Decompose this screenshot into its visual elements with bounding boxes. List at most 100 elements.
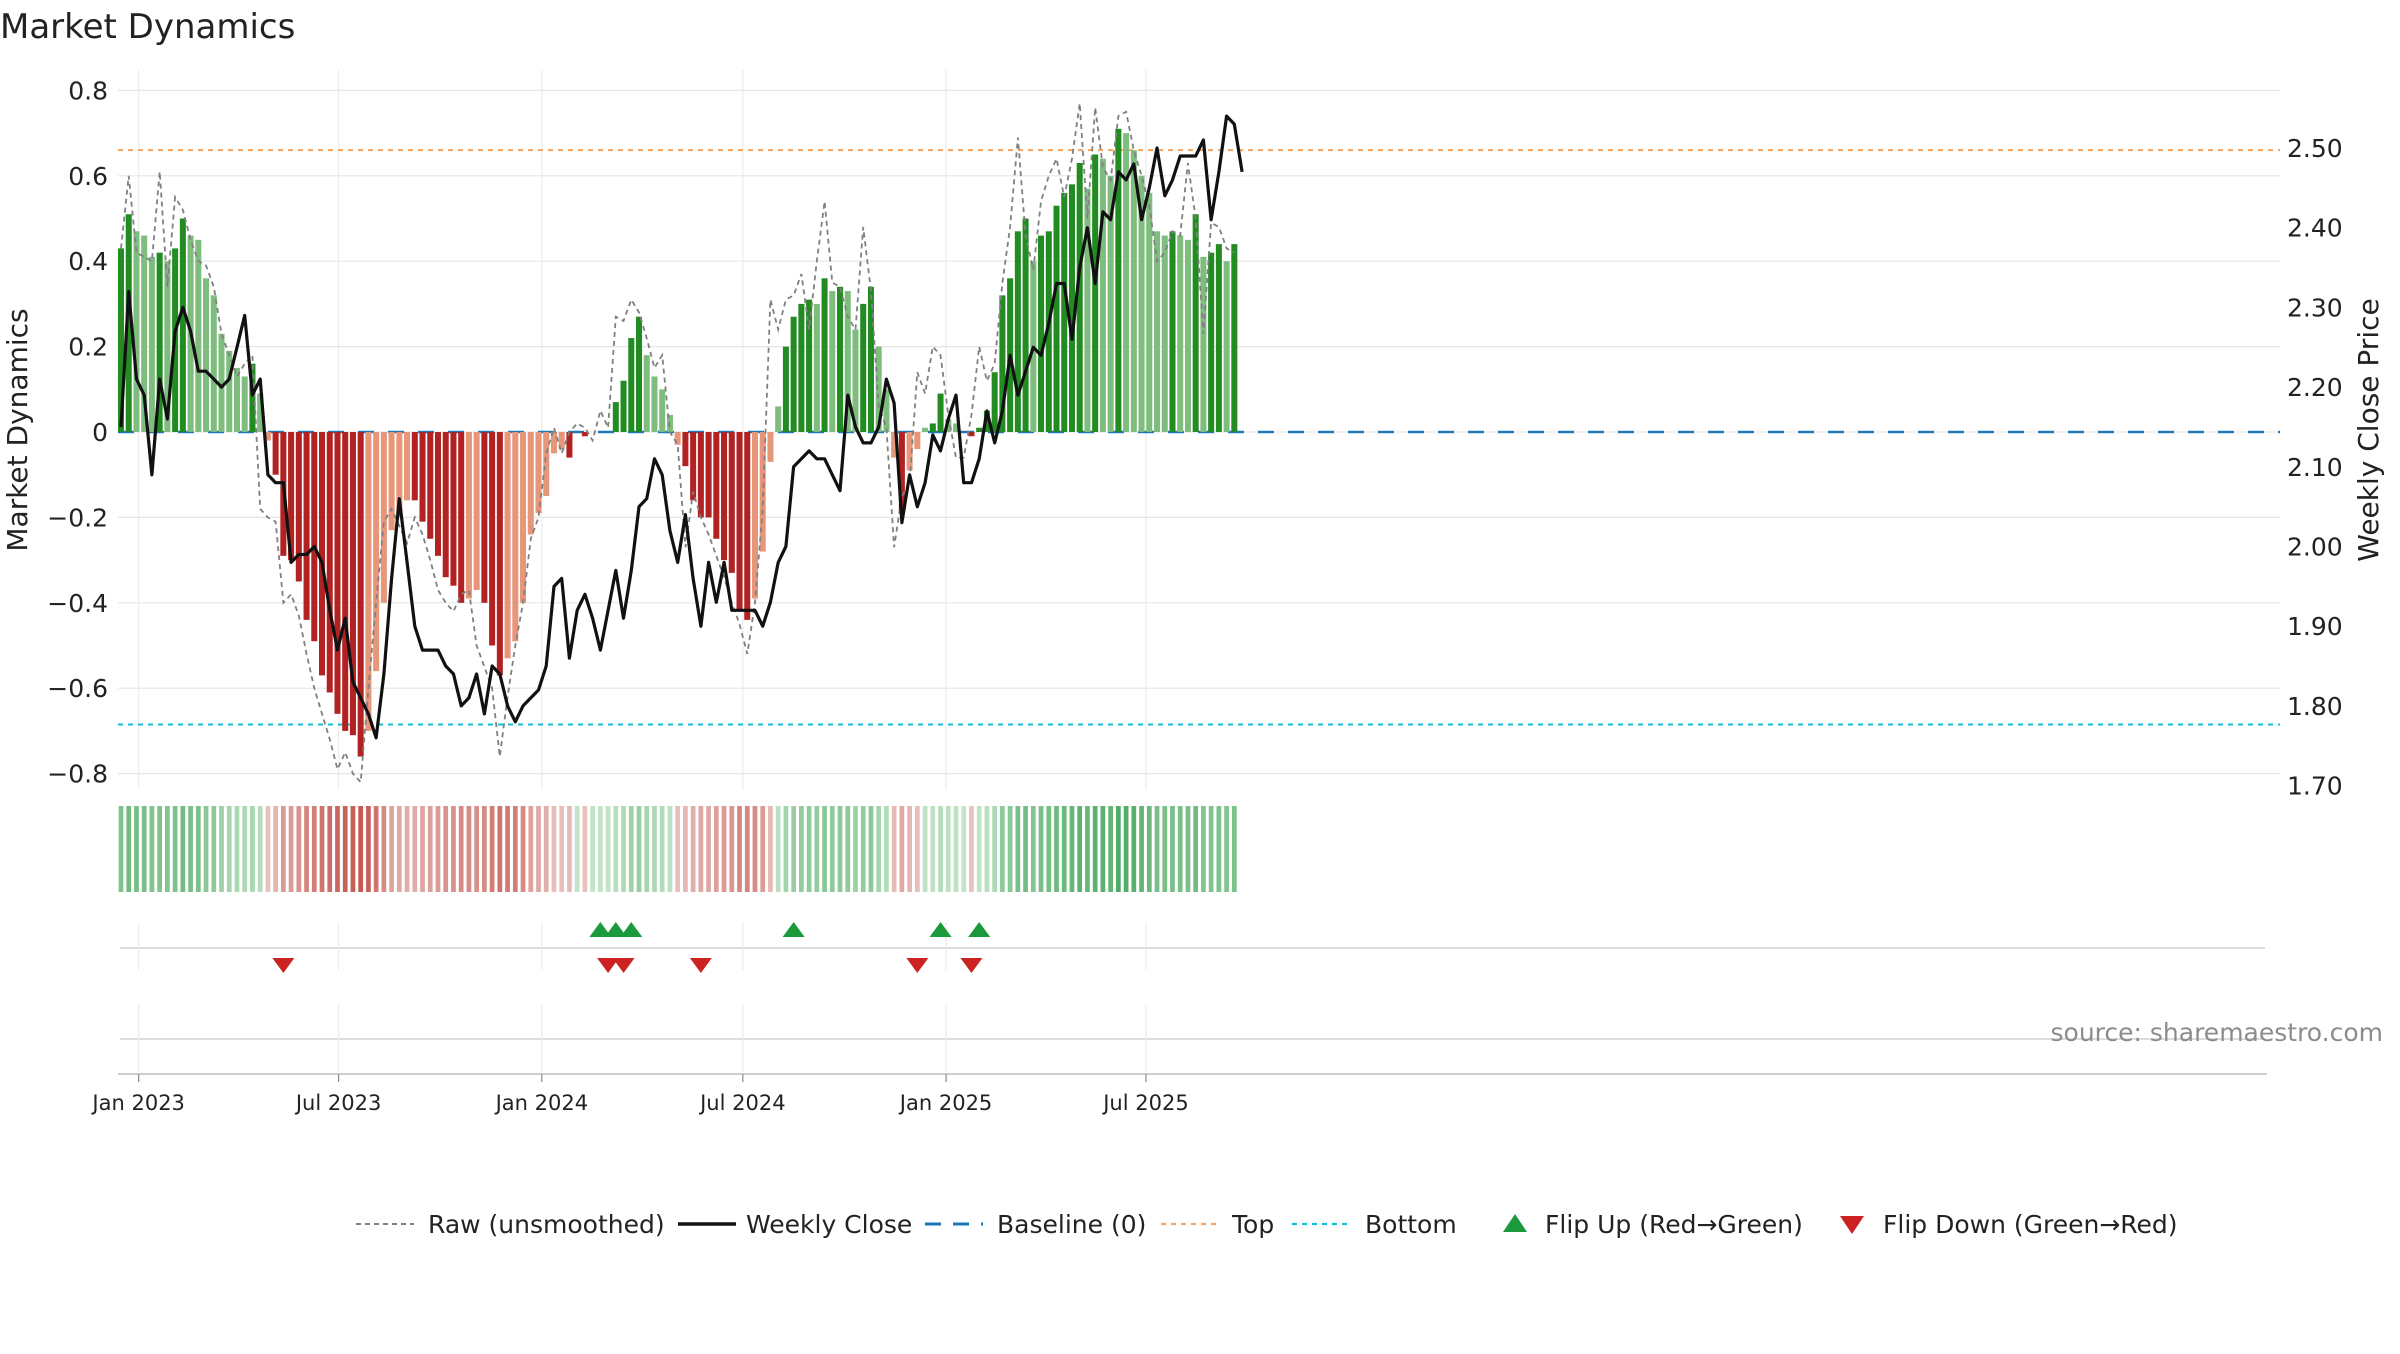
x-tick-label: Jul 2024 <box>698 1091 785 1115</box>
regime-cell <box>396 806 402 892</box>
regime-cell <box>729 806 735 892</box>
bar <box>1076 162 1083 433</box>
left-tick-label: 0.2 <box>68 333 108 362</box>
regime-cell <box>713 806 719 892</box>
regime-cell <box>435 806 441 892</box>
flip-up-marker <box>968 922 991 937</box>
regime-cell <box>234 806 240 892</box>
regime-cell <box>613 806 619 892</box>
bar <box>489 432 496 646</box>
bar <box>442 432 449 578</box>
flip-down-marker <box>597 958 620 973</box>
regime-cell <box>984 806 990 892</box>
regime-cell <box>203 806 209 892</box>
bar <box>1123 133 1130 432</box>
regime-cell <box>458 806 464 892</box>
bar <box>875 346 882 432</box>
bar <box>690 432 697 501</box>
regime-cell <box>1108 806 1113 892</box>
regime-cell <box>559 806 565 892</box>
bar <box>651 376 658 432</box>
bar <box>983 410 990 432</box>
bar <box>396 432 403 518</box>
regime-cell <box>512 806 518 892</box>
regime-cell <box>829 806 835 892</box>
flip-down-marker <box>689 958 712 973</box>
bar <box>125 214 132 432</box>
flip-down-marker <box>272 958 295 973</box>
flip-up-marker <box>929 922 952 937</box>
regime-cell <box>1061 806 1067 892</box>
left-tick-label: −0.4 <box>47 589 108 618</box>
left-tick-label: −0.8 <box>47 760 108 789</box>
bar <box>411 432 418 501</box>
bar <box>512 432 519 642</box>
regime-cell <box>706 806 711 892</box>
bar <box>226 350 233 432</box>
regime-cell <box>280 806 286 892</box>
bar <box>813 303 820 432</box>
bar <box>133 231 140 432</box>
left-tick-label: 0.4 <box>68 247 108 276</box>
regime-cell <box>876 806 882 892</box>
bar <box>1045 231 1052 432</box>
bar <box>481 432 488 603</box>
regime-cell <box>412 806 418 892</box>
regime-cell <box>118 806 124 892</box>
bar <box>1161 235 1168 432</box>
bar <box>697 432 704 518</box>
regime-cell <box>907 806 912 892</box>
flip-up-marker <box>620 922 643 937</box>
left-tick-label: 0 <box>92 418 108 447</box>
chart-title: Market Dynamics <box>0 7 295 47</box>
regime-cell <box>466 806 472 892</box>
bar <box>203 278 210 432</box>
regime-cell <box>1100 806 1106 892</box>
legend-label: Raw (unsmoothed) <box>428 1210 665 1239</box>
bar <box>1208 252 1215 432</box>
regime-cell <box>250 806 255 892</box>
regime-cell <box>698 806 704 892</box>
regime-cell <box>489 806 495 892</box>
bar <box>790 316 797 432</box>
bar <box>365 432 372 731</box>
regime-cell <box>257 806 263 892</box>
regime-cell <box>536 806 541 892</box>
legend-label: Top <box>1231 1210 1274 1239</box>
left-axis-label: Market Dynamics <box>1 308 34 551</box>
bar <box>388 432 395 531</box>
flip-up-marker <box>782 922 805 937</box>
bar <box>721 432 728 561</box>
regime-cell <box>721 806 727 892</box>
bar <box>1115 128 1122 432</box>
bar <box>1177 235 1184 432</box>
bar <box>543 432 550 497</box>
bar <box>520 432 527 603</box>
bar <box>968 432 975 437</box>
regime-cell <box>149 806 155 892</box>
bar <box>837 286 844 432</box>
bar-series <box>117 128 1238 757</box>
regime-cell <box>1162 806 1168 892</box>
bar <box>288 432 295 561</box>
bar <box>1022 218 1029 432</box>
regime-cell <box>930 806 936 892</box>
flip-up-marker <box>604 922 627 937</box>
regime-cell <box>1007 806 1013 892</box>
regime-cell <box>551 806 557 892</box>
close-series <box>119 114 1244 740</box>
grid-layer <box>118 70 2280 790</box>
bar <box>1215 244 1222 432</box>
legend-label: Weekly Close <box>746 1210 912 1239</box>
bar <box>906 432 913 471</box>
bar <box>1184 239 1191 432</box>
bar <box>295 432 302 582</box>
regime-cell <box>265 806 271 892</box>
bar <box>179 218 186 432</box>
bar <box>883 389 890 432</box>
right-tick-label: 1.80 <box>2287 692 2343 721</box>
regime-cell <box>1046 806 1052 892</box>
bar <box>373 432 380 672</box>
bar <box>1038 235 1045 432</box>
